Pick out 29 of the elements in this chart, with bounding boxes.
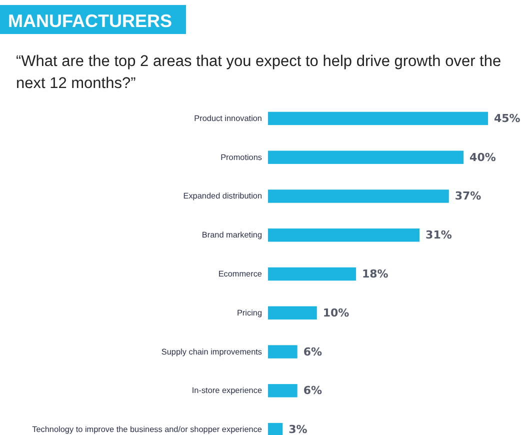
y-tick-label: Brand marketing [202,230,262,240]
bar [268,190,449,203]
y-tick-label: Technology to improve the business and/or shopper experience [32,425,262,434]
y-tick-label: Supply chain improvements [161,347,262,356]
data-label: 10% [322,306,350,320]
chart-subtitle: “What are the top 2 areas that you expect to help drive growth over the next 12 months?” [16,53,502,92]
bar [268,228,420,242]
y-tick-label: Expanded distribution [183,192,262,201]
bar [268,384,298,398]
data-label: 18% [362,268,388,280]
bar [268,150,464,164]
bar [268,345,298,358]
data-label: 3% [288,423,308,435]
data-label: 40% [470,150,496,164]
bar [268,112,488,126]
bar [268,267,356,281]
bar [268,422,283,435]
bar [268,306,317,320]
y-tick-label: In-store experience [192,386,262,396]
data-label: 45% [494,112,520,125]
y-tick-label: Pricing [236,308,262,318]
data-label: 6% [303,345,322,358]
y-tick-label: Product innovation [194,114,262,123]
y-tick-label: Ecommerce [218,270,262,278]
y-tick-label: Promotions [220,152,262,162]
data-label: 31% [426,228,452,242]
data-label: 6% [303,384,322,398]
data-label: 37% [454,190,482,203]
text: MANUFACTURERS [8,11,172,31]
